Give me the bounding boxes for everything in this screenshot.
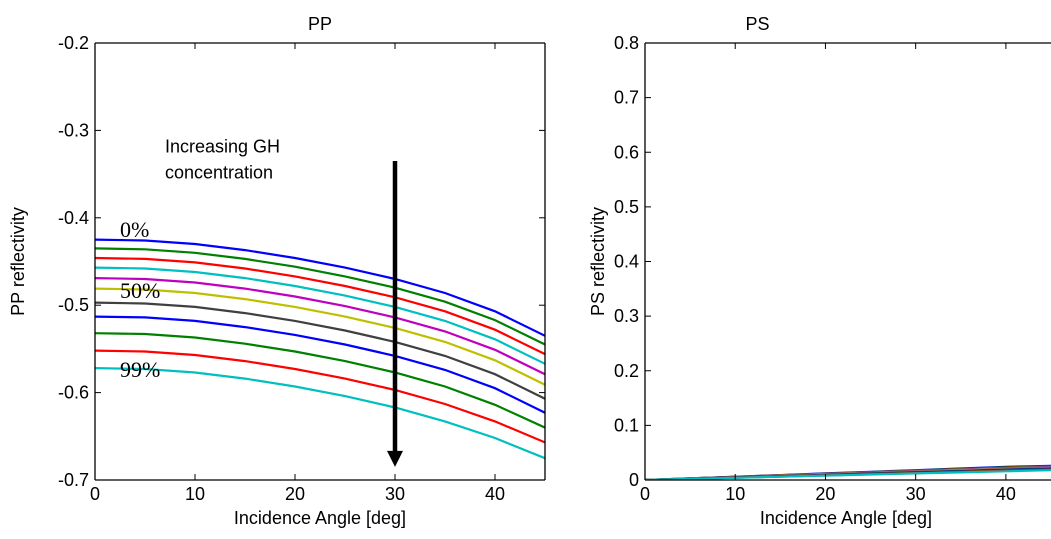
- x-tick-label: 30: [906, 484, 926, 504]
- series-line-1: [95, 247, 545, 346]
- x-axis-label: Incidence Angle [deg]: [760, 508, 932, 528]
- y-tick-label: -0.5: [58, 295, 89, 315]
- series-line-4: [95, 277, 545, 376]
- y-tick-label: 0.1: [614, 415, 639, 435]
- y-axis-label: PS reflectivity: [588, 207, 608, 316]
- x-tick-label: 30: [385, 484, 405, 504]
- x-tick-label: 40: [485, 484, 505, 504]
- x-axis-label: Incidence Angle [deg]: [234, 508, 406, 528]
- y-tick-label: 0.4: [614, 252, 639, 272]
- series-line-2: [95, 256, 545, 356]
- series-line-3: [95, 266, 545, 365]
- x-tick-label: 20: [285, 484, 305, 504]
- y-tick-label: 0.8: [614, 33, 639, 53]
- y-tick-label: -0.6: [58, 383, 89, 403]
- x-tick-label: 40: [996, 484, 1016, 504]
- chart-0: 0 10 20 30 40 -0.7 -0.6 -0.5 -0.4 -0.3 -0.2 PP Incid…: [8, 14, 546, 528]
- y-tick-label: -0.2: [58, 33, 89, 53]
- series-group: [95, 238, 545, 460]
- y-tick-label: 0.7: [614, 88, 639, 108]
- x-tick-label: 10: [725, 484, 745, 504]
- arrow-head: [387, 450, 403, 467]
- annotation-4: 99%: [120, 357, 160, 382]
- x-tick-label: 0: [640, 484, 650, 504]
- series-line-10: [645, 469, 1051, 480]
- series-line-9: [95, 349, 545, 444]
- y-axis-label: PP reflectivity: [8, 207, 28, 316]
- series-line-7: [95, 315, 545, 414]
- chart-1: 0 10 20 30 40 0 0.1 0.2 0.3 0.4 0.5 0.6 0.7 0.8 PS Inci…: [588, 14, 1051, 528]
- y-tick-label: 0.6: [614, 142, 639, 162]
- annotation-2: 0%: [120, 217, 149, 242]
- x-tick-label: 10: [185, 484, 205, 504]
- y-tick-label: 0.5: [614, 197, 639, 217]
- x-tick-label: 20: [815, 484, 835, 504]
- series-line-10: [95, 367, 545, 460]
- series-line-5: [95, 287, 545, 386]
- chart-title: PP: [308, 14, 332, 34]
- annotation-1: concentration: [165, 162, 273, 182]
- series-line-0: [95, 238, 545, 337]
- y-tick-label: 0.2: [614, 361, 639, 381]
- series-line-6: [95, 301, 545, 400]
- series-line-8: [95, 332, 545, 429]
- y-tick-label: 0.3: [614, 306, 639, 326]
- y-tick-label: 0: [629, 470, 639, 490]
- annotation-3: 50%: [120, 278, 160, 303]
- x-tick-label: 0: [90, 484, 100, 504]
- annotation-0: Increasing GH: [165, 136, 280, 156]
- y-tick-label: -0.3: [58, 120, 89, 140]
- series-group: [645, 464, 1051, 480]
- y-tick-label: -0.7: [58, 470, 89, 490]
- chart-title: PS: [745, 14, 769, 34]
- y-tick-label: -0.4: [58, 208, 89, 228]
